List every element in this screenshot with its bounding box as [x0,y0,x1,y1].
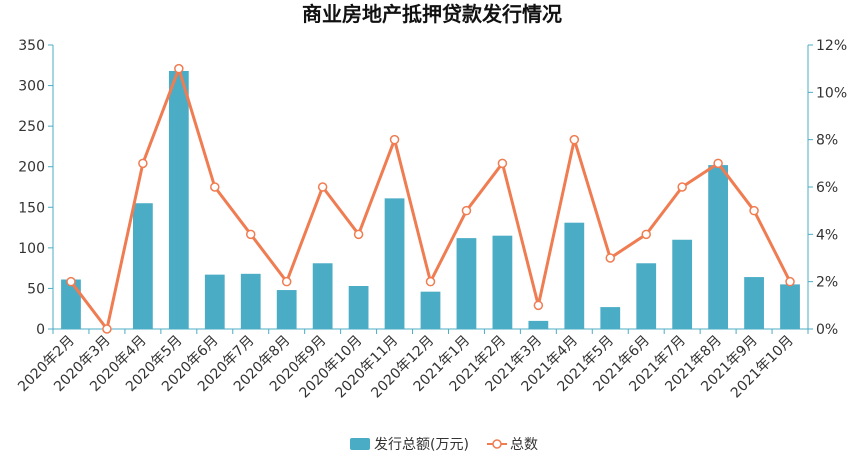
y-left-tick-label: 250 [18,119,45,135]
bar [348,285,369,329]
legend-line-marker [492,439,502,449]
line-point [389,134,400,145]
bar [780,284,800,329]
bar [636,263,657,329]
chart-title: 商业房地产抵押贷款发行情况 [302,2,562,26]
legend-line-label: 总数 [510,437,538,453]
bar [384,198,405,329]
y-left-tick-label: 0 [36,322,45,338]
axes-group: 0 50 100 150 200 250 300 350 0% 2% 4% 6% 8% 10% 12% [18,38,847,338]
y-left-tick-label: 300 [18,79,45,95]
line-point [353,229,364,240]
bar [456,238,477,329]
line-point [677,182,687,192]
line-point [102,324,112,334]
bar [204,274,225,329]
line-point [749,205,759,216]
bar [672,239,693,329]
bar [492,235,513,329]
line-point [174,63,184,74]
bar [564,222,585,329]
line-point [605,253,616,263]
line-point [281,276,292,287]
bar [420,291,441,329]
legend-bar-label: 发行总额(万元) [374,437,469,453]
bar [600,307,621,329]
bar [708,165,729,329]
line-point [210,182,220,192]
y-left-tick-label: 150 [18,200,45,216]
legend-bar-swatch [350,438,370,450]
y-right-tick-label: 2% [816,275,838,291]
line-point [785,276,795,287]
y-right-tick-label: 8% [816,133,838,149]
y-right-tick-label: 4% [816,227,838,243]
bar [168,70,189,330]
line-point [138,158,148,169]
y-right-tick-label: 6% [816,180,838,196]
bars-group [61,70,800,330]
line-point [317,182,328,192]
line-series-group [66,63,795,334]
y-left-tick-label: 100 [18,241,45,257]
bar [61,279,81,329]
bar [528,320,549,329]
line-point [569,134,580,145]
x-tick-labels-group: 2020年2月2020年3月2020年4月2020年5月2020年6月2020年… [15,333,797,402]
line-point [641,229,651,240]
y-left-tick-label: 350 [18,38,45,54]
line-point [533,300,544,311]
line-point [66,276,76,287]
y-right-tick-label: 12% [816,38,847,54]
line-point [425,276,436,287]
y-right-tick-label: 10% [816,85,847,101]
line-point [713,158,723,169]
line-point [461,205,472,216]
line-point [497,158,508,169]
bar [240,273,261,329]
bar [132,203,153,329]
bar [312,263,333,329]
line-point [245,229,256,240]
y-left-tick-label: 200 [18,160,45,176]
y-right-tick-label: 0% [816,322,838,338]
bar [276,290,297,329]
legend: 发行总额(万元) 总数 [350,437,538,453]
bar [744,277,764,329]
y-left-tick-label: 50 [27,281,45,297]
